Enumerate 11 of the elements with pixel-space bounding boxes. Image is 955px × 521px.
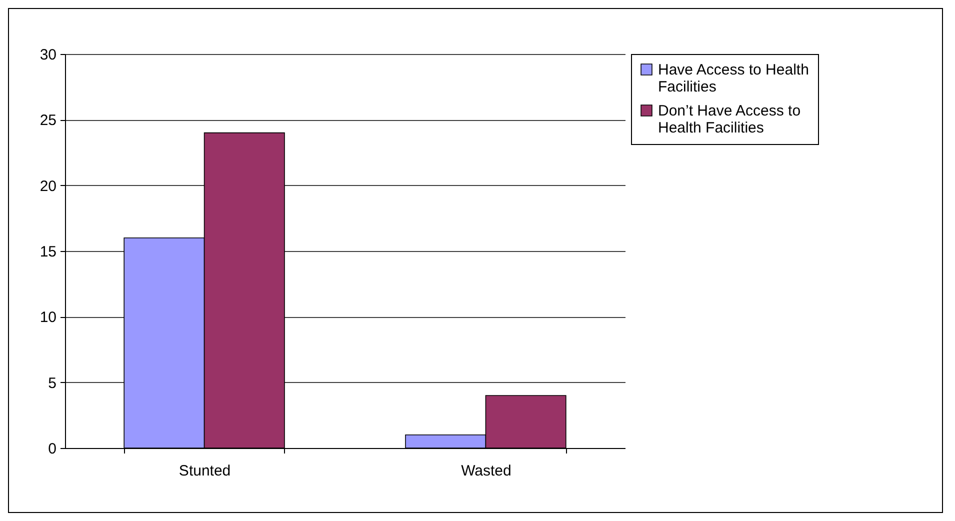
y-tick-label: 30 [40,46,56,64]
legend-label: Have Access to Health Facilities [658,62,809,96]
legend-label: Don’t Have Access to Health Facilities [658,102,801,136]
y-tick-label: 25 [40,112,56,130]
x-tick-label: Wasted [461,462,512,480]
y-tick-label: 0 [48,440,56,458]
x-tick-label: Stunted [178,462,231,480]
y-tick-label: 10 [40,309,56,326]
y-tick-label: 20 [40,178,56,195]
y-tick-label: 5 [48,374,56,392]
y-tick-label: 15 [40,244,56,260]
